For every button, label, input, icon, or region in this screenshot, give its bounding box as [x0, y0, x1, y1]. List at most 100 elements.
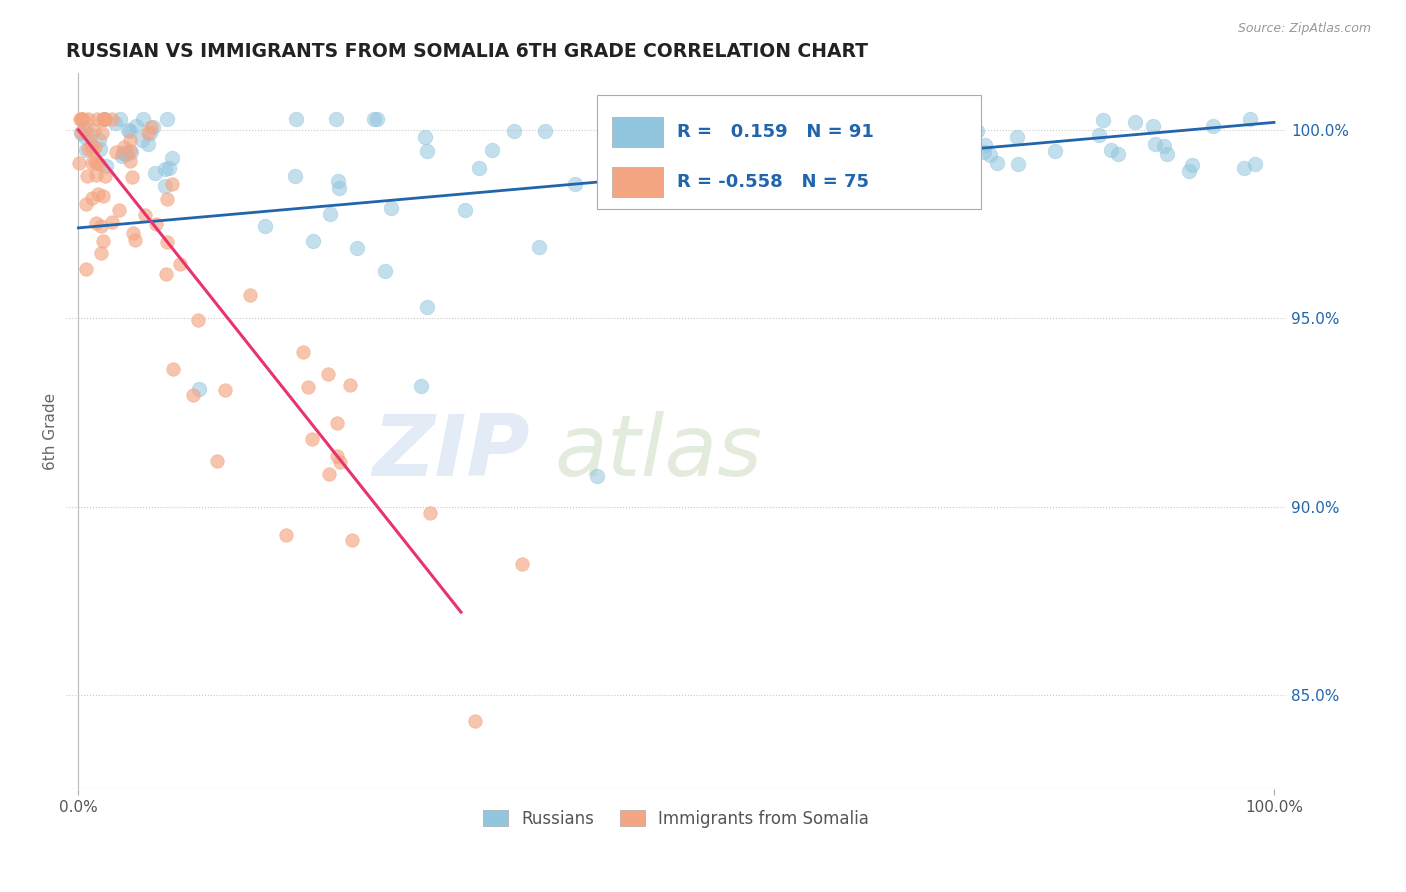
Point — [80, 143, 103, 157]
Point — [156, 235, 179, 249]
Point — [115, 145, 138, 160]
Point — [413, 130, 436, 145]
Point — [585, 469, 607, 483]
Point — [143, 166, 166, 180]
Point — [183, 388, 205, 402]
Point — [155, 268, 177, 282]
Point — [339, 377, 361, 392]
Point — [533, 124, 555, 138]
Point — [416, 300, 439, 314]
Point — [84, 216, 107, 230]
Point — [799, 116, 821, 130]
Point — [891, 126, 914, 140]
Point — [1202, 119, 1225, 133]
Point — [91, 189, 114, 203]
Point — [76, 169, 98, 184]
Point — [1107, 147, 1129, 161]
Point — [93, 112, 115, 126]
FancyBboxPatch shape — [598, 95, 981, 210]
Point — [72, 112, 94, 126]
Point — [169, 257, 191, 271]
Text: R =   0.159   N = 91: R = 0.159 N = 91 — [678, 122, 875, 141]
Point — [1092, 113, 1115, 128]
Point — [101, 214, 124, 228]
Point — [285, 112, 308, 126]
Point — [125, 119, 148, 133]
Point — [100, 112, 122, 126]
Point — [329, 455, 352, 469]
Point — [851, 145, 873, 159]
Point — [90, 126, 112, 140]
Point — [346, 241, 368, 255]
Bar — [612, 167, 662, 197]
Point — [214, 383, 236, 397]
Point — [342, 533, 364, 547]
Point — [481, 143, 503, 157]
Point — [90, 246, 112, 260]
Point — [1177, 164, 1199, 178]
Point — [94, 159, 117, 173]
Point — [84, 169, 107, 183]
Point — [363, 112, 385, 126]
Point — [1153, 139, 1175, 153]
Point — [87, 157, 110, 171]
Point — [118, 154, 141, 169]
Point — [162, 362, 184, 376]
Point — [156, 112, 179, 126]
Point — [80, 137, 103, 152]
Point — [374, 263, 396, 277]
Point — [111, 149, 134, 163]
Text: R = -0.558   N = 75: R = -0.558 N = 75 — [678, 173, 869, 191]
Point — [82, 190, 104, 204]
Point — [136, 136, 159, 151]
Point — [69, 112, 91, 126]
Point — [326, 449, 349, 463]
Point — [142, 120, 165, 134]
Point — [112, 140, 135, 154]
Point — [284, 169, 307, 183]
Point — [1239, 112, 1261, 126]
Point — [319, 207, 342, 221]
Point — [94, 169, 117, 184]
Point — [966, 124, 988, 138]
Y-axis label: 6th Grade: 6th Grade — [44, 392, 58, 470]
Point — [454, 203, 477, 218]
Point — [411, 379, 433, 393]
Point — [986, 156, 1008, 170]
Point — [145, 217, 167, 231]
Point — [77, 112, 100, 126]
Point — [83, 154, 105, 169]
Point — [510, 557, 533, 571]
Point — [69, 126, 91, 140]
Point — [75, 196, 97, 211]
Point — [1156, 146, 1178, 161]
Point — [564, 177, 586, 191]
Point — [1244, 157, 1267, 171]
Point — [91, 112, 114, 126]
Text: RUSSIAN VS IMMIGRANTS FROM SOMALIA 6TH GRADE CORRELATION CHART: RUSSIAN VS IMMIGRANTS FROM SOMALIA 6TH G… — [66, 42, 869, 61]
Point — [468, 161, 491, 176]
Point — [108, 202, 131, 217]
Point — [796, 144, 818, 158]
Point — [87, 187, 110, 202]
Point — [86, 155, 108, 169]
Point — [132, 112, 155, 126]
Point — [814, 123, 837, 137]
Point — [529, 240, 551, 254]
Point — [87, 133, 110, 147]
Point — [75, 129, 97, 144]
Point — [80, 155, 103, 169]
Point — [973, 145, 995, 160]
Point — [253, 219, 276, 234]
Point — [187, 313, 209, 327]
Point — [121, 227, 143, 241]
Point — [104, 116, 127, 130]
Point — [775, 141, 797, 155]
Point — [155, 161, 177, 176]
Point — [302, 235, 325, 249]
Point — [1005, 129, 1028, 144]
Point — [1233, 161, 1256, 175]
Point — [118, 145, 141, 159]
Point — [380, 201, 402, 215]
Point — [121, 169, 143, 184]
